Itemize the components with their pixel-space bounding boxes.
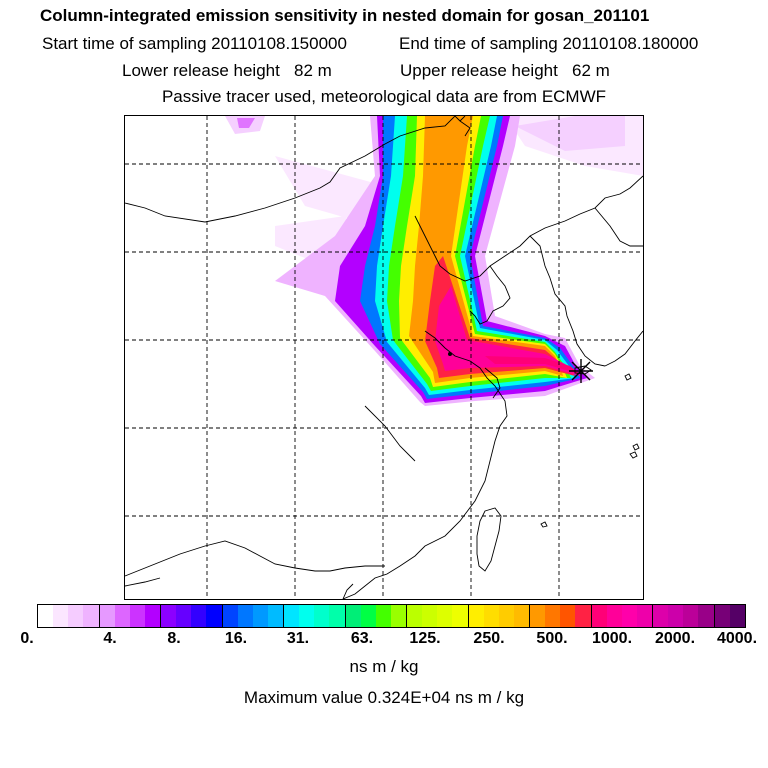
colorbar-tick-label: 4. [103,630,117,647]
receptor-star-marker [569,359,593,383]
colorbar-cell [375,605,391,627]
sampling-start-text: Start time of sampling 20110108.150000 [42,34,347,53]
colorbar-cell [252,605,268,627]
colorbar-tick-label: 8. [167,630,181,647]
colorbar-cell [560,605,576,627]
colorbar-cell [606,605,622,627]
islands [476,365,640,572]
plot-title: Column-integrated emission sensitivity i… [40,6,650,25]
colorbar-cell [144,605,161,627]
colorbar-cell [299,605,315,627]
colorbar-cell [314,605,330,627]
colorbar-tick-label: 63. [350,630,374,647]
colorbar-cell [407,605,423,627]
sensitivity-map [124,115,644,600]
colorbar-tick-label: 31. [286,630,310,647]
colorbar-cell [222,605,238,627]
colorbar-cell [422,605,438,627]
colorbar-cell [99,605,115,627]
units-label: ns m / kg [349,657,419,676]
colorbar-cell [545,605,561,627]
colorbar-tick-label: 2000. [654,630,696,647]
sampling-end-text: End time of sampling 20110108.180000 [399,34,699,53]
colorbar-tick-label: 0. [20,630,34,647]
max-value-label: Maximum value 0.324E+04 ns m / kg [243,688,525,707]
colorbar-cell [653,605,669,627]
upper-release-height-text: Upper release height 62 m [400,61,610,80]
colorbar-cell [437,605,453,627]
colorbar-cell [636,605,653,627]
location-dot [448,352,452,356]
map-canvas [125,116,643,599]
colorbar [37,604,746,628]
colorbar-cell [284,605,300,627]
colorbar-cell [176,605,192,627]
colorbar-cell [468,605,484,627]
colorbar-cell [114,605,130,627]
colorbar-cell [38,605,54,627]
plume-band-magenta [435,286,580,376]
colorbar-cell [575,605,592,627]
colorbar-cell [206,605,223,627]
colorbar-cell [498,605,514,627]
colorbar-cell [683,605,699,627]
colorbar-cell [267,605,284,627]
colorbar-cell [329,605,346,627]
plume-band-core [485,356,580,374]
colorbar-cell [237,605,253,627]
colorbar-cell [161,605,177,627]
plume [275,116,595,406]
tracer-info-text: Passive tracer used, meteorological data… [161,87,607,106]
colorbar-cell [53,605,69,627]
colorbar-cell [68,605,84,627]
colorbar-cell [729,605,745,627]
colorbar-cell [714,605,730,627]
colorbar-cell [83,605,100,627]
colorbar-cell [591,605,607,627]
colorbar-cell [452,605,469,627]
colorbar-tick-label: 500. [536,630,568,647]
colorbar-cell [390,605,407,627]
colorbar-tick-label: 4000. [716,630,758,647]
colorbar-cell [360,605,376,627]
colorbar-tick-label: 125. [409,630,441,647]
colorbar-cell [668,605,684,627]
colorbar-cell [345,605,361,627]
colorbar-cell [698,605,715,627]
colorbar-cell [483,605,499,627]
jeju-outline [574,365,592,375]
taiwan-outline [476,507,502,572]
colorbar-tick-label: 1000. [591,630,633,647]
colorbar-cell [513,605,530,627]
colorbar-tick-label: 250. [473,630,505,647]
colorbar-cell [530,605,546,627]
coastlines [125,116,643,599]
colorbar-cell [621,605,637,627]
colorbar-tick-label: 16. [224,630,248,647]
colorbar-cell [129,605,145,627]
lat-lon-grid [125,116,643,599]
colorbar-cell [191,605,207,627]
lower-release-height-text: Lower release height 82 m [122,61,332,80]
